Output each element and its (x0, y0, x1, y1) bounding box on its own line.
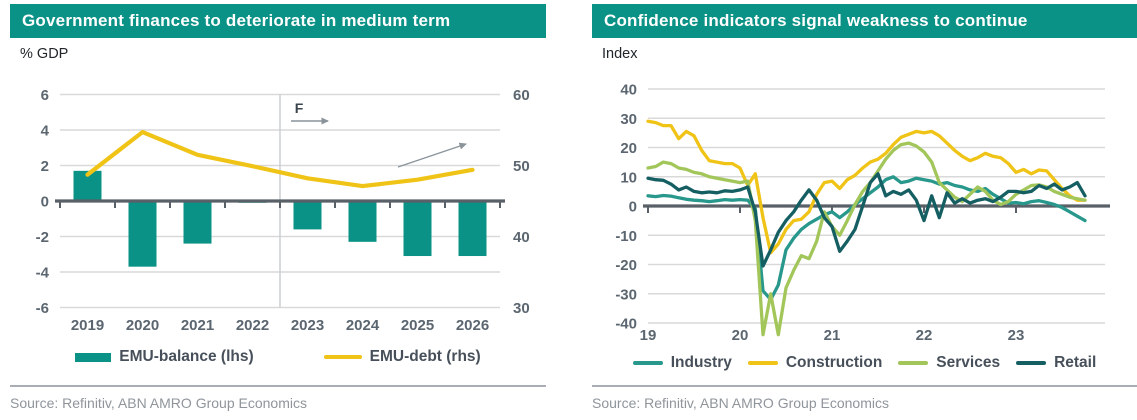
industry-swatch (632, 361, 663, 365)
svg-text:2: 2 (41, 158, 49, 175)
svg-text:4: 4 (41, 123, 50, 140)
svg-text:6: 6 (41, 87, 49, 104)
left-source-row: Source: Refinitiv, ABN AMRO Group Econom… (10, 385, 546, 411)
confidence-lines (646, 119, 1087, 337)
emu-balance-label: EMU-balance (lhs) (119, 348, 254, 365)
svg-text:40: 40 (620, 82, 637, 99)
right-title-banner: Confidence indicators signal weakness to… (592, 4, 1137, 38)
left-panel: Government finances to deteriorate in me… (10, 4, 546, 416)
svg-text:60: 60 (513, 87, 530, 104)
emu-balance-bars (73, 170, 487, 267)
forecast-annotation: F (291, 100, 467, 168)
emu-debt-line (85, 129, 475, 189)
svg-text:-40: -40 (615, 316, 637, 333)
retail-label: Retail (1054, 354, 1097, 371)
svg-text:-4: -4 (36, 265, 50, 282)
svg-text:-2: -2 (36, 229, 49, 246)
svg-text:2023: 2023 (291, 317, 324, 334)
x-axis-labels: 19 20 21 22 23 (640, 327, 1025, 344)
svg-text:50: 50 (513, 158, 530, 175)
svg-text:-6: -6 (36, 300, 49, 317)
legend-item-retail: Retail (1016, 354, 1096, 372)
legend-item-services: Services (898, 354, 1000, 372)
legend-item-construction: Construction (747, 354, 883, 372)
retail-swatch (1016, 361, 1047, 365)
svg-text:-20: -20 (615, 257, 637, 274)
svg-text:2025: 2025 (401, 317, 434, 334)
svg-text:2020: 2020 (126, 317, 159, 334)
svg-text:-10: -10 (615, 228, 637, 245)
svg-text:22: 22 (916, 327, 933, 344)
legend-item-emu-debt: EMU-debt (rhs) (323, 348, 481, 366)
series-retail-line (646, 172, 1087, 268)
emu-balance-swatch (75, 352, 112, 362)
construction-swatch (747, 361, 778, 365)
svg-text:20: 20 (620, 140, 637, 157)
axis-tick-labels: 6 4 2 0 -2 -4 -6 60 50 40 30 (36, 87, 530, 317)
svg-text:2022: 2022 (236, 317, 269, 334)
legend-item-emu-balance: EMU-balance (lhs) (75, 348, 254, 366)
series-services-line (646, 141, 1087, 337)
svg-text:2026: 2026 (456, 317, 489, 334)
svg-text:21: 21 (824, 327, 841, 344)
svg-text:F: F (295, 100, 304, 116)
emu-debt-label: EMU-debt (rhs) (369, 348, 481, 365)
svg-text:20: 20 (732, 327, 749, 344)
services-label: Services (936, 354, 1001, 371)
svg-text:40: 40 (513, 229, 530, 246)
left-title-banner: Government finances to deteriorate in me… (10, 4, 546, 38)
svg-text:10: 10 (620, 169, 637, 186)
svg-text:30: 30 (513, 300, 530, 317)
svg-text:0: 0 (41, 194, 49, 211)
balance-bar (293, 201, 322, 230)
legend-item-industry: Industry (632, 354, 732, 372)
svg-text:2021: 2021 (181, 317, 214, 334)
left-source-text: Source: Refinitiv, ABN AMRO Group Econom… (10, 395, 307, 411)
balance-bar (183, 201, 212, 244)
svg-text:-30: -30 (615, 286, 637, 303)
svg-text:2019: 2019 (71, 317, 104, 334)
services-swatch (898, 361, 929, 365)
right-chart-title: Confidence indicators signal weakness to… (604, 11, 1028, 30)
construction-label: Construction (785, 354, 883, 371)
left-unit-label: % GDP (20, 46, 69, 62)
svg-text:23: 23 (1008, 327, 1025, 344)
axis-tick-labels: 40 30 20 10 0 -10 -20 -30 -40 (615, 82, 637, 333)
emu-debt-swatch (323, 355, 362, 359)
balance-bar (348, 201, 377, 242)
industry-label: Industry (670, 354, 732, 371)
balance-bar (458, 201, 487, 257)
zero-axis (643, 204, 1110, 213)
right-source-text: Source: Refinitiv, ABN AMRO Group Econom… (592, 395, 889, 411)
left-chart-legend: EMU-balance (lhs) EMU-debt (rhs) (10, 348, 546, 366)
svg-text:2024: 2024 (346, 317, 380, 334)
left-chart-title: Government finances to deteriorate in me… (22, 11, 451, 30)
svg-text:0: 0 (629, 199, 637, 216)
balance-bar (403, 201, 432, 257)
right-source-row: Source: Refinitiv, ABN AMRO Group Econom… (592, 385, 1137, 411)
y-gridlines (648, 88, 1105, 324)
svg-text:19: 19 (640, 327, 657, 344)
debt-trend-arrow (397, 142, 467, 168)
zero-axis (55, 199, 505, 208)
right-panel: Confidence indicators signal weakness to… (592, 4, 1137, 416)
svg-text:30: 30 (620, 111, 637, 128)
right-chart-legend: Industry Construction Services Retail (592, 354, 1137, 372)
right-unit-label: Index (602, 46, 638, 62)
x-axis-labels: 2019 2020 2021 2022 2023 2024 2025 2026 (71, 317, 489, 334)
balance-bar (128, 201, 157, 267)
series-construction-line (646, 119, 1087, 255)
